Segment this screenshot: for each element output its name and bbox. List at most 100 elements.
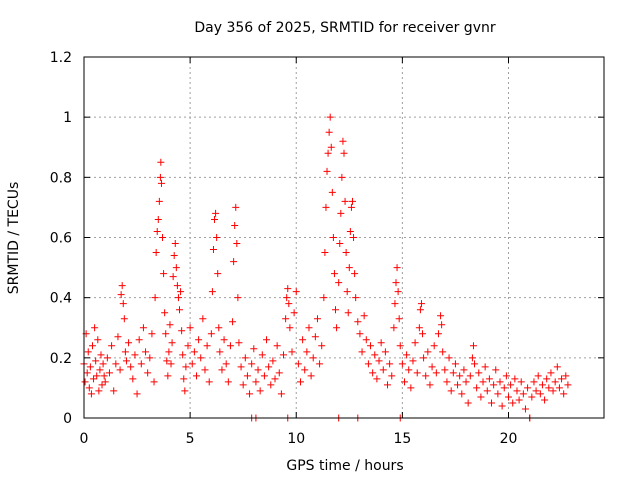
data-point — [384, 381, 392, 389]
data-point — [342, 249, 350, 257]
data-point — [341, 197, 349, 205]
data-point — [403, 351, 411, 359]
y-tick-label: 0.2 — [50, 351, 72, 367]
data-point — [485, 375, 493, 383]
data-point — [265, 363, 273, 371]
data-point — [254, 366, 262, 374]
data-point — [545, 384, 553, 392]
data-point — [498, 402, 506, 410]
data-point — [441, 366, 449, 374]
data-point — [195, 336, 203, 344]
data-point — [139, 324, 147, 332]
data-point — [500, 384, 508, 392]
data-point — [167, 360, 175, 368]
data-point — [348, 197, 356, 205]
data-point — [179, 351, 187, 359]
data-point — [188, 360, 196, 368]
data-point — [530, 378, 538, 386]
data-point — [305, 324, 313, 332]
data-point — [343, 288, 351, 296]
data-point — [241, 354, 249, 362]
data-point — [454, 381, 462, 389]
data-point — [471, 360, 479, 368]
data-point — [232, 203, 240, 211]
data-point — [335, 279, 343, 287]
data-point — [275, 369, 283, 377]
data-point — [356, 330, 364, 338]
data-point — [267, 381, 275, 389]
data-point — [330, 270, 338, 278]
data-point — [214, 270, 222, 278]
data-point — [164, 372, 172, 380]
data-point — [388, 372, 396, 380]
data-point — [224, 378, 232, 386]
data-point — [171, 240, 179, 248]
data-point — [318, 342, 326, 350]
data-point — [101, 378, 109, 386]
data-point — [218, 366, 226, 374]
data-point — [96, 366, 104, 374]
data-point — [358, 348, 366, 356]
data-point — [144, 369, 152, 377]
data-point — [324, 149, 332, 157]
data-point — [346, 227, 354, 235]
data-point — [83, 369, 91, 377]
data-point — [260, 372, 268, 380]
data-point — [422, 372, 430, 380]
data-point — [462, 378, 470, 386]
data-point — [98, 381, 106, 389]
data-point — [301, 366, 309, 374]
data-point — [125, 339, 133, 347]
data-point — [303, 348, 311, 356]
data-point — [407, 384, 415, 392]
data-point — [456, 372, 464, 380]
x-tick-label: 10 — [287, 431, 305, 447]
data-point — [137, 360, 145, 368]
data-point — [116, 366, 124, 374]
data-point — [263, 336, 271, 344]
data-point — [367, 342, 375, 350]
data-point — [212, 209, 220, 217]
data-point — [345, 264, 353, 272]
data-point — [94, 336, 102, 344]
data-point — [186, 324, 194, 332]
data-point — [119, 300, 127, 308]
data-point — [432, 369, 440, 377]
data-point — [338, 173, 346, 181]
data-point — [161, 309, 169, 317]
data-point — [332, 306, 340, 314]
data-point — [377, 339, 385, 347]
data-point — [386, 360, 394, 368]
data-point — [415, 324, 423, 332]
data-point — [547, 369, 555, 377]
data-point — [536, 390, 544, 398]
data-point — [511, 375, 519, 383]
data-point — [468, 354, 476, 362]
data-point — [458, 390, 466, 398]
y-axis-label: SRMTID / TECUs — [6, 182, 22, 295]
data-point — [133, 390, 141, 398]
data-point — [283, 294, 291, 302]
data-point — [339, 137, 347, 145]
data-point — [237, 363, 245, 371]
data-point — [290, 309, 298, 317]
data-point — [252, 378, 260, 386]
data-point — [438, 321, 446, 329]
data-point — [322, 203, 330, 211]
data-point — [127, 363, 135, 371]
data-point — [428, 363, 436, 371]
data-point — [538, 381, 546, 389]
data-point — [121, 348, 129, 356]
data-point — [327, 143, 335, 151]
data-point — [182, 363, 190, 371]
data-point — [532, 387, 540, 395]
data-point — [477, 393, 485, 401]
data-point — [517, 378, 525, 386]
data-point — [521, 405, 529, 413]
y-tick-label: 1.2 — [50, 50, 72, 66]
data-point — [333, 324, 341, 332]
data-point — [469, 342, 477, 350]
data-point — [483, 387, 491, 395]
y-tick-label: 1 — [63, 110, 72, 126]
